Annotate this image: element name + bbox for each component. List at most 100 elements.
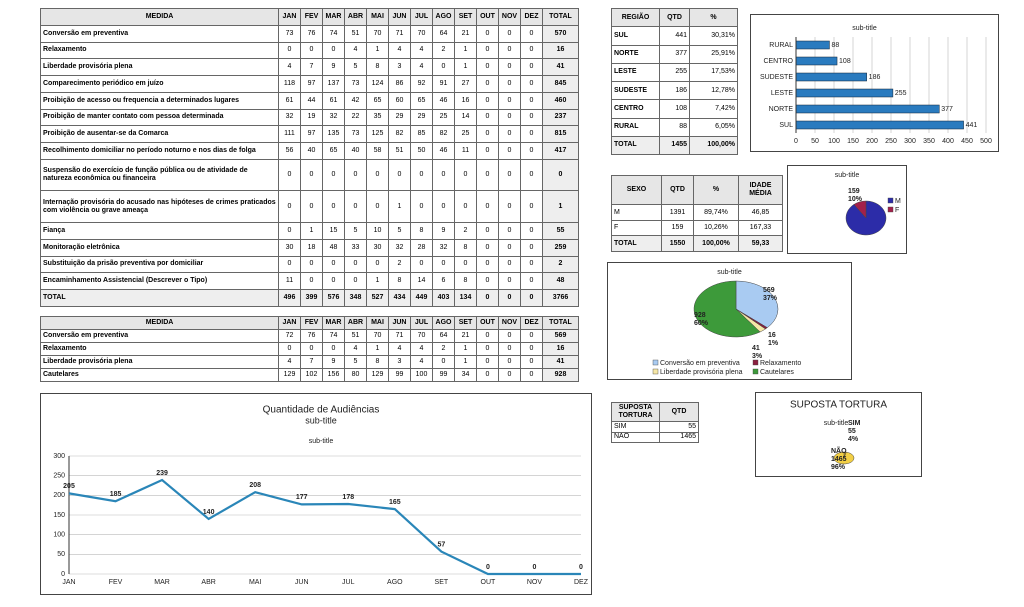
y-tick-label: LESTE bbox=[771, 90, 794, 97]
cell: 51 bbox=[388, 142, 411, 160]
legend-swatch bbox=[887, 197, 894, 204]
cell: 0 bbox=[498, 58, 521, 76]
header-cell: % bbox=[693, 174, 739, 206]
row-label: Suspensão do exercício de função pública… bbox=[40, 158, 279, 192]
table-row: M 1391 89,74% 46,85 bbox=[611, 204, 783, 221]
cell: 35 bbox=[366, 108, 389, 127]
y-tick-label: CENTRO bbox=[763, 58, 793, 65]
cell: 527 bbox=[366, 289, 389, 307]
header-cell: FEV bbox=[300, 316, 323, 330]
cell: 44 bbox=[300, 91, 323, 110]
cell: 0 bbox=[322, 342, 345, 356]
line bbox=[68, 478, 581, 576]
cell: 0 bbox=[300, 272, 323, 291]
cell: 159 bbox=[661, 219, 694, 237]
y-tick-label: 0 bbox=[61, 571, 65, 578]
y-tick-label: 200 bbox=[53, 492, 65, 499]
cell: 19 bbox=[300, 108, 323, 127]
legend-swatch bbox=[652, 368, 659, 375]
cell: 40 bbox=[344, 142, 367, 160]
cell: 125 bbox=[366, 125, 389, 143]
cell: 441 bbox=[659, 26, 690, 46]
cell: 2 bbox=[432, 41, 455, 60]
cell: 496 bbox=[278, 289, 301, 307]
pie-slice bbox=[833, 451, 855, 465]
value-label: 140 bbox=[203, 509, 215, 516]
row-label: Conversão em preventiva bbox=[40, 329, 279, 343]
y-tick-label: SUDESTE bbox=[760, 74, 793, 81]
chart: Quantidade de Audiênciassub-titlesub-tit… bbox=[53, 405, 588, 586]
value-label: 57 bbox=[437, 541, 445, 548]
cell: 1 bbox=[454, 41, 477, 60]
cell: 89,74% bbox=[693, 204, 739, 221]
row-label: Relaxamento bbox=[40, 41, 279, 60]
row-label: Proibição de acesso ou frequencia a dete… bbox=[40, 91, 279, 110]
cell: 70 bbox=[366, 24, 389, 43]
cell: 8 bbox=[388, 272, 411, 291]
cell: 108 bbox=[659, 99, 690, 119]
table-row: NÃO 1465 bbox=[611, 431, 699, 444]
row-label: NÃO bbox=[611, 431, 660, 444]
cell: 0 bbox=[520, 190, 543, 224]
cell: 5 bbox=[344, 355, 367, 369]
row-label: RURAL bbox=[611, 117, 660, 137]
cell: 48 bbox=[542, 272, 579, 291]
cell: 1 bbox=[366, 272, 389, 291]
x-tick-label: 200 bbox=[866, 138, 878, 145]
x-tick-label: 450 bbox=[961, 138, 973, 145]
cell: 0 bbox=[476, 108, 499, 127]
slice-value: 569 bbox=[763, 287, 775, 294]
cell: 0 bbox=[520, 289, 543, 307]
y-tick-label: 250 bbox=[53, 473, 65, 480]
y-tick-label: 150 bbox=[53, 512, 65, 519]
cell: 0 bbox=[344, 158, 367, 192]
row-label: Proibição de manter contato com pessoa d… bbox=[40, 108, 279, 127]
bar bbox=[795, 88, 894, 98]
cell: 0 bbox=[322, 272, 345, 291]
cell: 377 bbox=[659, 44, 690, 64]
header-row: SEXO QTD% IDADE MÉDIA bbox=[611, 174, 783, 206]
cell: 72 bbox=[278, 329, 301, 343]
header-cell: ABR bbox=[344, 8, 367, 26]
row-label: SUL bbox=[611, 26, 660, 46]
cell: 0 bbox=[476, 342, 499, 356]
cell: 0 bbox=[454, 255, 477, 274]
cell: 25,91% bbox=[689, 44, 738, 64]
cell: 0 bbox=[300, 342, 323, 356]
cell: 9 bbox=[322, 355, 345, 369]
header-cell: SET bbox=[454, 8, 477, 26]
cell: 3 bbox=[388, 58, 411, 76]
cell: 0 bbox=[476, 158, 499, 192]
table-row: Conversão em preventiva 73 76 74 51 70 71 70 64 2… bbox=[40, 24, 579, 43]
chart: SUPOSTA TORTURA sub-title SIM554%NÃO146596… bbox=[790, 400, 887, 471]
value-label: 88 bbox=[831, 42, 839, 49]
cell: 4 bbox=[344, 41, 367, 60]
cell: 0 bbox=[498, 368, 521, 382]
cell: 0 bbox=[520, 108, 543, 127]
cell: 0 bbox=[520, 222, 543, 240]
row-label: Cautelares bbox=[40, 368, 279, 382]
cell: 111 bbox=[278, 125, 301, 143]
cell: 1 bbox=[388, 190, 411, 224]
cell: 4 bbox=[410, 58, 433, 76]
cell: 0 bbox=[300, 158, 323, 192]
header-cell: MAI bbox=[366, 8, 389, 26]
row-label: LESTE bbox=[611, 62, 660, 83]
table-row: Liberdade provisória plena 4 7 9 5 8 3 4 0 1 0 0 0 41 bbox=[40, 355, 579, 369]
cell: 0 bbox=[344, 272, 367, 291]
header-cell: QTD bbox=[659, 7, 690, 28]
cell: 61 bbox=[278, 91, 301, 110]
header-cell: SET bbox=[454, 316, 477, 330]
header-cell: AGO bbox=[432, 316, 455, 330]
table-row: Relaxamento 0 0 0 4 1 4 4 2 1 0 0 0 16 bbox=[40, 41, 579, 60]
x-tick-label: FEV bbox=[109, 579, 123, 586]
cell: 0 bbox=[520, 24, 543, 43]
bar bbox=[795, 120, 964, 130]
cell: 46 bbox=[432, 142, 455, 160]
table-row: Encaminhamento Assistencial (Descrever o… bbox=[40, 272, 579, 291]
cell: 80 bbox=[344, 368, 367, 382]
slice-value: 41 bbox=[752, 345, 760, 352]
cell: 91 bbox=[432, 75, 455, 93]
chart-subtitle: sub-title bbox=[824, 420, 849, 427]
